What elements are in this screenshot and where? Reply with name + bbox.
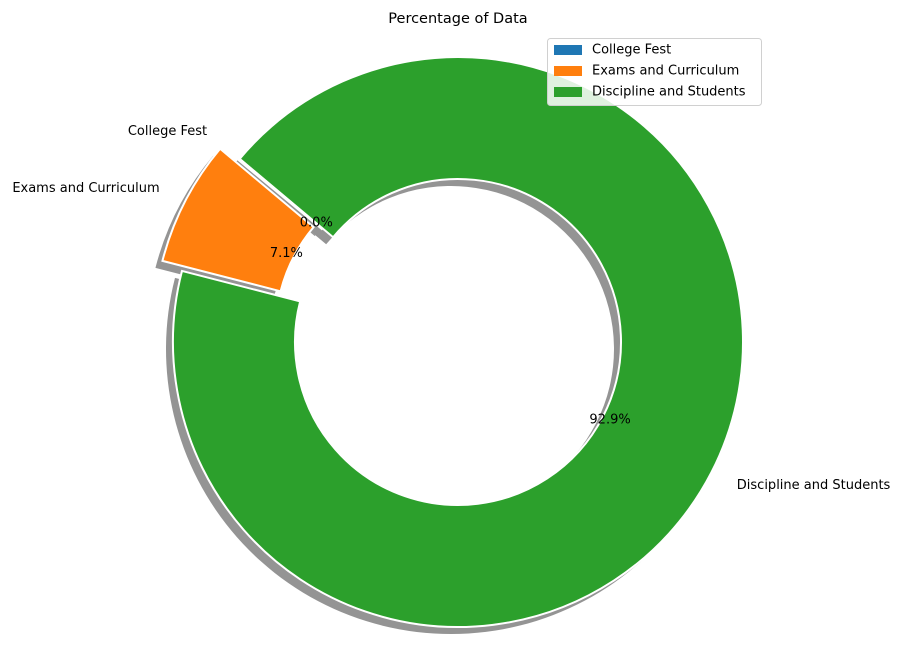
slice-layer: [161, 56, 744, 628]
slice-exams-and-curriculum: [161, 147, 315, 293]
label-layer: College Fest 0.0% Exams and Curriculum 7.1%…: [12, 124, 890, 493]
legend-frame: [547, 38, 762, 106]
legend-label: College Fest: [592, 43, 671, 58]
category-label: College Fest: [128, 124, 207, 139]
category-label: Exams and Curriculum: [12, 181, 159, 196]
slice-discipline-and-students: [172, 56, 744, 628]
legend-swatch: [554, 66, 582, 76]
percent-label: 7.1%: [270, 246, 303, 261]
percent-label: 0.0%: [300, 216, 333, 231]
category-label: Discipline and Students: [737, 478, 891, 493]
chart-title: Percentage of Data: [388, 11, 527, 27]
legend-label: Exams and Curriculum: [592, 64, 739, 79]
percent-label: 92.9%: [589, 413, 630, 428]
legend-swatch: [554, 87, 582, 97]
legend-items: College Fest Exams and Curriculum Discipli…: [554, 43, 746, 100]
legend-swatch: [554, 45, 582, 55]
legend: College Fest Exams and Curriculum Discipli…: [547, 38, 762, 106]
legend-label: Discipline and Students: [592, 85, 746, 100]
